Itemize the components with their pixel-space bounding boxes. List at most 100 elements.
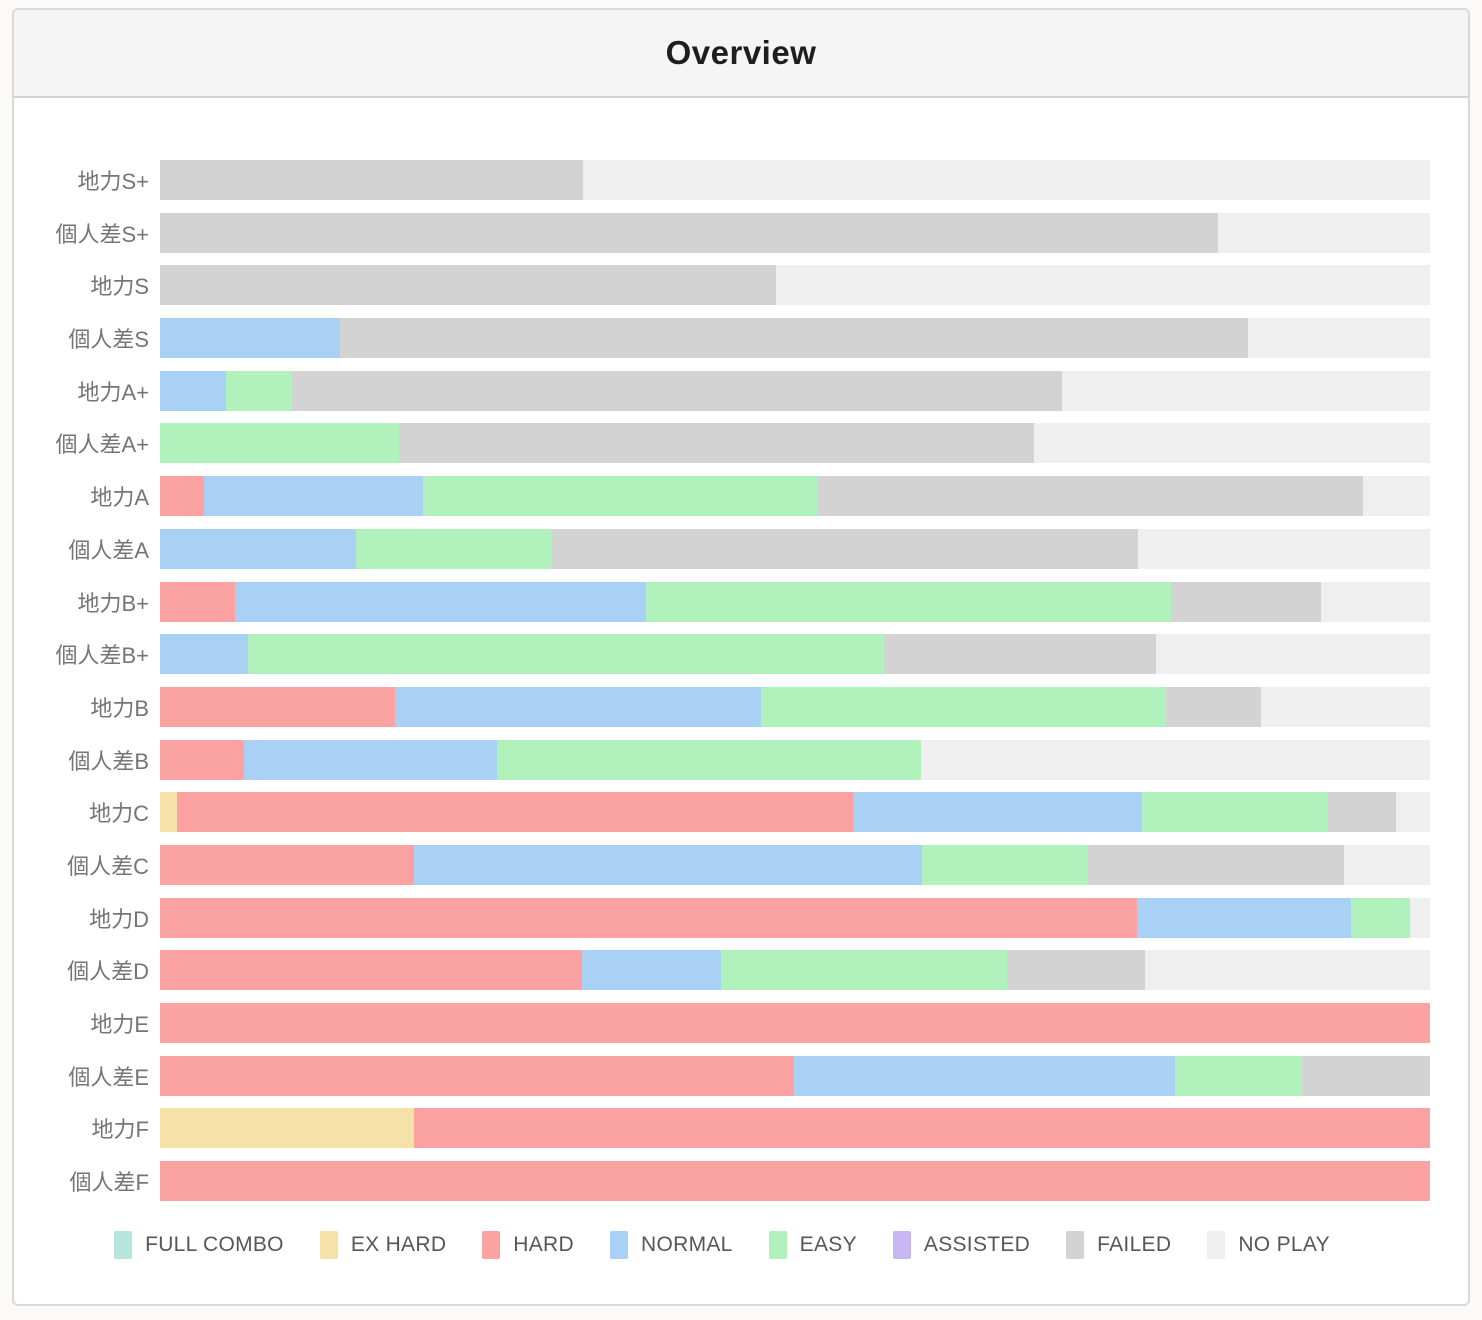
bar-segment-normal — [160, 370, 227, 411]
bar-segment-easy — [226, 370, 293, 411]
bar-segment-failed — [552, 528, 1138, 569]
bar-track — [160, 1055, 1430, 1096]
bar-segment-easy — [1174, 1055, 1302, 1096]
legend-label: ASSISTED — [923, 1233, 1031, 1257]
bar-segment-hard — [414, 1108, 1430, 1149]
chart-row: 個人差A — [14, 528, 1430, 569]
bar-segment-no-play — [1248, 318, 1430, 359]
legend-swatch-icon — [768, 1231, 787, 1260]
bar-segment-no-play — [1145, 950, 1430, 991]
bar-segment-normal — [160, 318, 341, 359]
legend-item-failed[interactable]: FAILED — [1066, 1231, 1172, 1260]
bar-segment-hard — [160, 844, 414, 885]
row-label: 地力C — [89, 801, 149, 827]
bar-track — [160, 160, 1430, 200]
bar-segment-normal — [394, 686, 761, 727]
chart-row: 地力B+ — [14, 581, 1430, 622]
bar-track — [160, 1108, 1430, 1149]
legend-swatch-icon — [892, 1231, 911, 1260]
bar-segment-no-play — [775, 265, 1430, 306]
chart-row: 個人差D — [14, 950, 1430, 991]
bar-segment-normal — [414, 844, 922, 885]
row-label: 地力E — [90, 1012, 149, 1037]
legend-swatch-icon — [1066, 1231, 1085, 1260]
bar-segment-no-play — [1395, 792, 1430, 833]
bar-track — [160, 844, 1430, 885]
bar-segment-hard — [160, 897, 1137, 938]
bar-segment-failed — [1007, 950, 1146, 991]
bar-segment-easy — [760, 686, 1166, 727]
bar-segment-hard — [160, 1055, 794, 1096]
chart-row: 個人差S — [14, 318, 1430, 359]
bar-segment-normal — [234, 581, 647, 622]
legend-swatch-icon — [1207, 1231, 1226, 1260]
legend-item-ex-hard[interactable]: EX HARD — [319, 1231, 447, 1260]
row-label: 地力F — [91, 1117, 149, 1143]
legend-item-normal[interactable]: NORMAL — [610, 1231, 733, 1260]
row-label: 個人差D — [67, 959, 149, 985]
row-label: 個人差F — [69, 1170, 149, 1196]
bar-segment-easy — [1351, 897, 1410, 938]
bar-segment-hard — [160, 1003, 1430, 1043]
legend-item-no-play[interactable]: NO PLAY — [1207, 1231, 1330, 1260]
chart-row: 個人差F — [14, 1161, 1430, 1202]
row-label: 地力S — [90, 274, 149, 300]
bar-track — [160, 265, 1430, 306]
bar-segment-hard — [160, 739, 244, 780]
bar-segment-normal — [160, 634, 248, 675]
row-label: 地力S+ — [77, 169, 149, 194]
bar-segment-easy — [160, 423, 399, 464]
bar-track — [160, 212, 1430, 253]
chart-row: 個人差B+ — [14, 634, 1430, 675]
legend-item-full-combo[interactable]: FULL COMBO — [114, 1231, 284, 1260]
row-label: 地力D — [89, 906, 149, 932]
bar-segment-easy — [422, 476, 817, 517]
chart-row: 地力D — [14, 897, 1430, 938]
legend-label: EX HARD — [350, 1233, 447, 1257]
chart-row: 地力F — [14, 1108, 1430, 1149]
bar-segment-hard — [160, 581, 235, 622]
chart-row: 地力E — [14, 1003, 1430, 1043]
row-label: 地力A — [90, 485, 149, 511]
bar-track — [160, 1161, 1430, 1202]
bar-segment-failed — [1328, 792, 1396, 833]
bar-segment-normal — [793, 1055, 1175, 1096]
chart-row: 個人差S+ — [14, 212, 1430, 253]
bar-segment-failed — [340, 318, 1249, 359]
chart-row: 地力S+ — [14, 160, 1430, 200]
row-label: 個人差S+ — [55, 221, 149, 247]
bar-segment-no-play — [1343, 844, 1430, 885]
bar-segment-easy — [1141, 792, 1329, 833]
bar-segment-no-play — [1155, 634, 1430, 675]
bar-segment-no-play — [1362, 476, 1430, 517]
bar-track — [160, 318, 1430, 359]
row-label: 個人差A+ — [55, 432, 149, 458]
chart-row: 地力A — [14, 476, 1430, 517]
overview-card: Overview 地力S+ 個人差S+ 地力S 個人差S 地力A+ 個人差A+ 地力A 個人差… — [12, 8, 1470, 1306]
chart-row: 個人差C — [14, 844, 1430, 885]
bar-segment-no-play — [582, 160, 1430, 200]
bar-segment-failed — [1165, 686, 1262, 727]
bar-segment-normal — [243, 739, 497, 780]
bar-segment-normal — [1136, 897, 1352, 938]
bar-track — [160, 950, 1430, 991]
legend-item-hard[interactable]: HARD — [482, 1231, 574, 1260]
bar-segment-ex-hard — [160, 792, 177, 833]
legend-item-easy[interactable]: EASY — [768, 1231, 857, 1260]
legend-item-assisted[interactable]: ASSISTED — [892, 1231, 1031, 1260]
row-label: 地力B+ — [77, 590, 149, 616]
bar-segment-no-play — [1033, 423, 1430, 464]
legend-label: FULL COMBO — [145, 1233, 284, 1257]
chart-row: 地力B — [14, 686, 1430, 727]
legend-swatch-icon — [482, 1231, 501, 1260]
bar-segment-no-play — [1061, 370, 1430, 411]
bar-segment-easy — [355, 528, 553, 569]
legend-label: FAILED — [1097, 1233, 1172, 1257]
bar-track — [160, 792, 1430, 833]
bar-segment-failed — [816, 476, 1363, 517]
bar-segment-no-play — [920, 739, 1430, 780]
bar-segment-failed — [1301, 1055, 1430, 1096]
row-label: 個人差S — [68, 327, 149, 353]
bar-segment-hard — [160, 950, 582, 991]
bar-segment-no-play — [1409, 897, 1430, 938]
